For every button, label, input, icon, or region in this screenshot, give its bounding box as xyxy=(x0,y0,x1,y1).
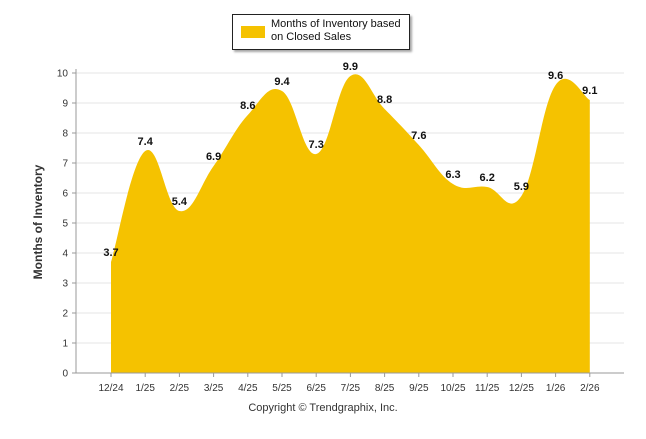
series-area-fill xyxy=(111,74,590,373)
copyright-footer: Copyright © Trendgraphix, Inc. xyxy=(248,402,398,414)
y-axis-title: Months of Inventory xyxy=(31,164,45,279)
data-label: 7.4 xyxy=(138,136,154,148)
data-label: 9.6 xyxy=(548,70,563,82)
data-label: 9.9 xyxy=(343,61,358,73)
y-tick-label: 3 xyxy=(62,279,68,290)
x-tick-label: 11/25 xyxy=(475,383,500,394)
x-tick-label: 3/25 xyxy=(204,383,224,394)
x-tick-label: 4/25 xyxy=(238,383,258,394)
data-labels: 3.7 7.4 5.4 6.9 8.6 9.4 7.3 9.9 8.8 7.6 6.3 6.2 5.9 9… xyxy=(103,61,597,259)
x-tick-label: 7/25 xyxy=(341,383,361,394)
y-tick-label: 9 xyxy=(62,99,68,110)
axes xyxy=(72,69,624,377)
x-tick-label: 9/25 xyxy=(409,383,429,394)
data-label: 7.6 xyxy=(411,130,426,142)
data-label: 8.6 xyxy=(240,100,255,112)
y-tick-label: 8 xyxy=(62,129,68,140)
legend[interactable]: Months of Inventory based on Closed Sale… xyxy=(232,14,410,50)
data-label: 6.9 xyxy=(206,151,221,163)
data-label: 3.7 xyxy=(103,247,118,259)
series-area xyxy=(111,74,590,373)
x-tick-label: 1/26 xyxy=(546,383,566,394)
data-label: 6.3 xyxy=(445,169,460,181)
y-tick-label: 7 xyxy=(62,159,68,170)
data-label: 9.1 xyxy=(582,85,597,97)
x-tick-label: 1/25 xyxy=(135,383,155,394)
y-tick-label: 2 xyxy=(62,309,68,320)
y-tick-label: 4 xyxy=(62,249,68,260)
data-label: 5.9 xyxy=(514,181,529,193)
y-tick-label: 5 xyxy=(62,219,68,230)
y-tick-label: 10 xyxy=(57,69,69,80)
y-tick-label: 0 xyxy=(62,369,68,380)
x-tick-label: 8/25 xyxy=(375,383,395,394)
legend-label: Months of Inventory based on Closed Sale… xyxy=(271,18,401,43)
x-tick-label: 12/25 xyxy=(509,383,534,394)
legend-swatch xyxy=(241,26,265,38)
x-tick-label: 2/26 xyxy=(580,383,600,394)
x-tick-label: 2/25 xyxy=(170,383,190,394)
data-label: 8.8 xyxy=(377,94,392,106)
x-tick-label: 12/24 xyxy=(98,383,123,394)
y-tick-label: 1 xyxy=(62,339,68,350)
data-label: 9.4 xyxy=(274,76,290,88)
x-tick-label: 10/25 xyxy=(440,383,465,394)
x-tick-labels: 12/24 1/25 2/25 3/25 4/25 5/25 6/25 7/25 8/25 9/2… xyxy=(98,383,599,394)
y-tick-labels: 0 1 2 3 4 5 6 7 8 9 10 xyxy=(57,69,69,380)
data-label: 6.2 xyxy=(480,172,495,184)
x-tick-label: 5/25 xyxy=(272,383,292,394)
data-label: 5.4 xyxy=(172,196,188,208)
y-tick-label: 6 xyxy=(62,189,68,200)
x-tick-label: 6/25 xyxy=(306,383,326,394)
data-label: 7.3 xyxy=(309,139,324,151)
